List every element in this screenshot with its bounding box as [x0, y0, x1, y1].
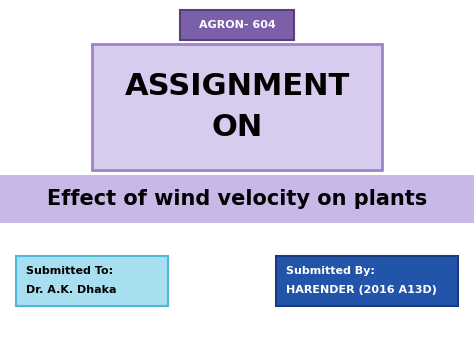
- FancyBboxPatch shape: [16, 256, 168, 306]
- Text: Dr. A.K. Dhaka: Dr. A.K. Dhaka: [26, 285, 117, 295]
- FancyBboxPatch shape: [276, 256, 458, 306]
- FancyBboxPatch shape: [0, 175, 474, 223]
- Text: Effect of wind velocity on plants: Effect of wind velocity on plants: [47, 189, 427, 209]
- Text: ASSIGNMENT
ON: ASSIGNMENT ON: [124, 72, 350, 142]
- Text: AGRON- 604: AGRON- 604: [199, 20, 275, 30]
- Text: HARENDER (2016 A13D): HARENDER (2016 A13D): [286, 285, 437, 295]
- FancyBboxPatch shape: [92, 44, 382, 170]
- Text: Submitted By:: Submitted By:: [286, 266, 375, 276]
- Text: Submitted To:: Submitted To:: [26, 266, 113, 276]
- FancyBboxPatch shape: [180, 10, 294, 40]
